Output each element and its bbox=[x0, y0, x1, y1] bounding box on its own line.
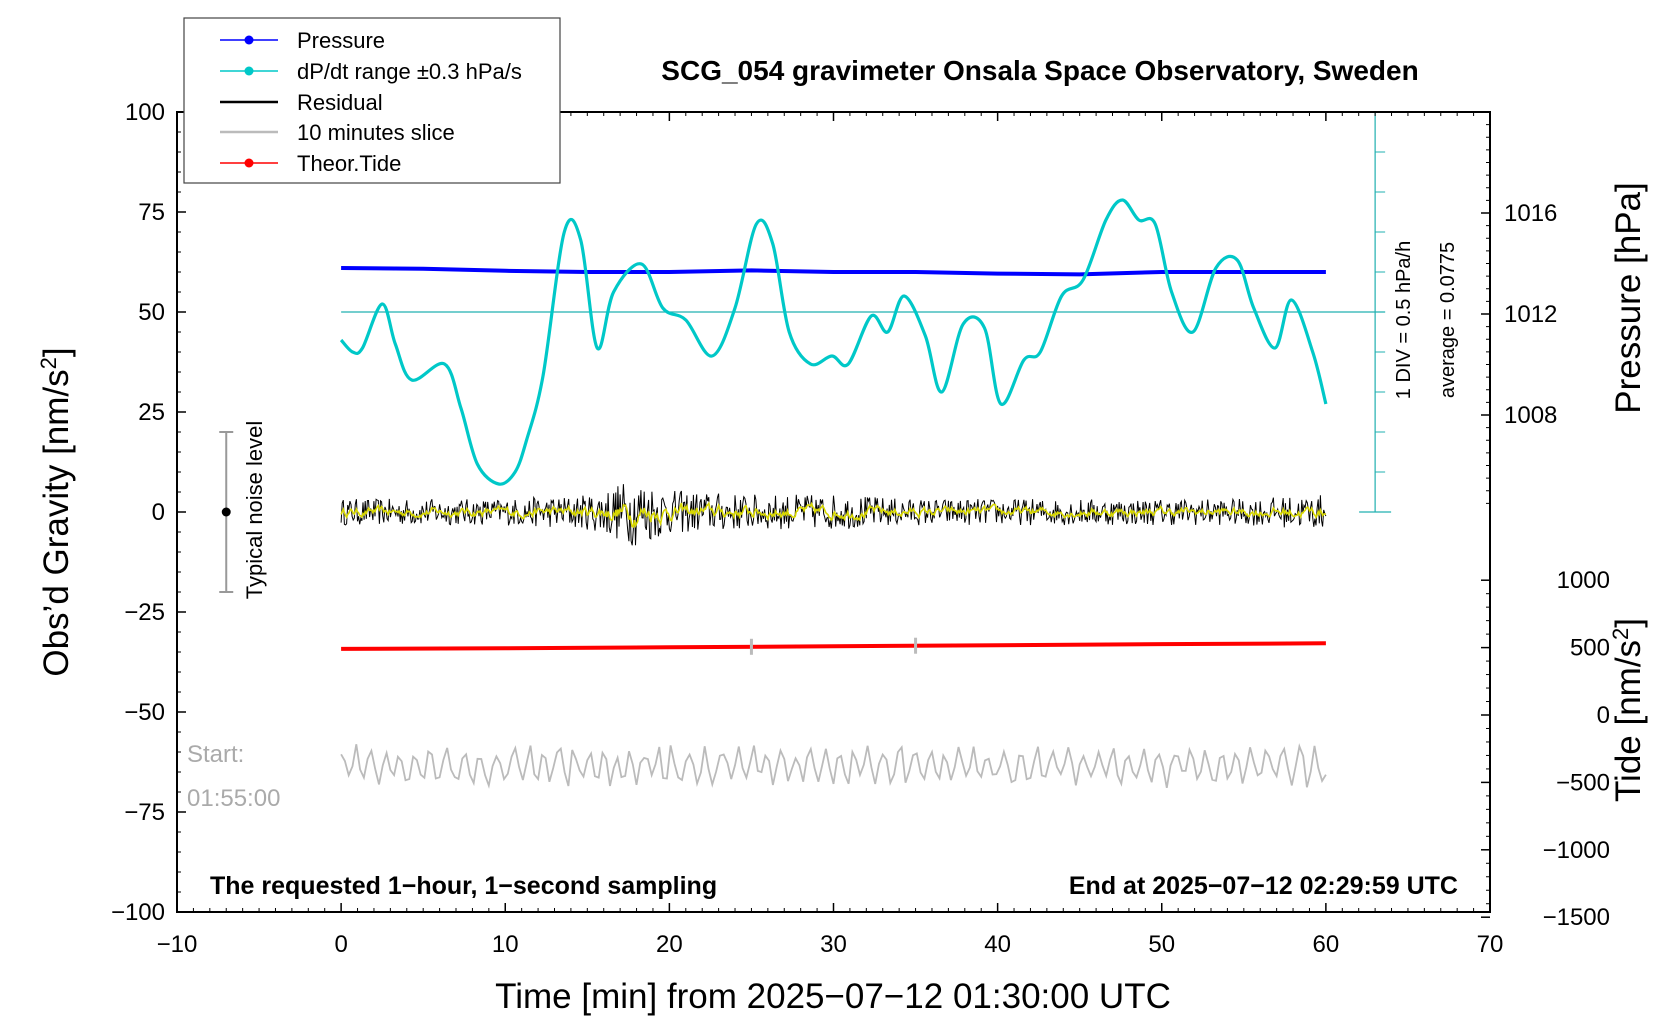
start-time: 01:55:00 bbox=[187, 785, 280, 812]
legend-label-dpdt: dP/dt range ±0.3 hPa/s bbox=[297, 59, 522, 84]
y-axis-label-pressure: Pressure [hPa] bbox=[1609, 182, 1648, 414]
legend-item-tide: Theor.Tide bbox=[220, 151, 401, 176]
y-tick-label-gravity: 0 bbox=[152, 499, 165, 526]
y-tick-label-gravity: −100 bbox=[111, 899, 165, 926]
y-tick-label-gravity: 75 bbox=[138, 199, 165, 226]
y-tick-label-gravity: 25 bbox=[138, 399, 165, 426]
y-axis-label-gravity: Obs’d Gravity [nm/s2] bbox=[36, 347, 77, 676]
y-tick-label-pressure: 1008 bbox=[1504, 402, 1557, 429]
y-axis-label-tide-text: Tide [nm/s bbox=[1609, 640, 1648, 802]
start-label: Start: bbox=[187, 741, 244, 768]
y-axis-label-tide-end: ] bbox=[1609, 618, 1648, 628]
x-tick-label: 40 bbox=[984, 931, 1011, 958]
legend-item-dpdt: dP/dt range ±0.3 hPa/s bbox=[220, 59, 522, 84]
x-tick-label: 70 bbox=[1477, 931, 1504, 958]
noise-bar-center bbox=[221, 507, 231, 517]
y-tick-label-tide: 1000 bbox=[1557, 567, 1610, 594]
x-tick-label: 0 bbox=[334, 931, 347, 958]
y-tick-label-pressure: 1016 bbox=[1504, 200, 1557, 227]
x-tick-label: 10 bbox=[492, 931, 519, 958]
y-tick-label-gravity: −75 bbox=[124, 799, 165, 826]
slice-line bbox=[340, 743, 1327, 789]
y-tick-label-tide: −1500 bbox=[1543, 904, 1610, 931]
y-tick-label-gravity: 100 bbox=[125, 99, 165, 126]
slice-series bbox=[340, 743, 1327, 789]
y-axis-label-gravity-sup: 2 bbox=[36, 357, 61, 369]
legend-box bbox=[183, 17, 561, 184]
sampling-note: The requested 1−hour, 1−second sampling bbox=[210, 872, 717, 900]
pressure-series bbox=[341, 266, 1326, 277]
y-tick-label-tide: 0 bbox=[1597, 702, 1610, 729]
end-time-note: End at 2025−07−12 02:29:59 UTC bbox=[1069, 872, 1458, 900]
x-tick-label: 50 bbox=[1148, 931, 1175, 958]
tide-series bbox=[341, 637, 1326, 655]
y-axis-label-gravity-end: ] bbox=[37, 347, 76, 357]
legend: Pressure dP/dt range ±0.3 hPa/s Residual… bbox=[183, 17, 561, 184]
dpdt-average-label: average = 0.0775 bbox=[1437, 242, 1459, 398]
residual-line bbox=[340, 484, 1327, 546]
residual-filtered-line bbox=[340, 501, 1327, 529]
y-axis-label-gravity-text: Obs’d Gravity [nm/s bbox=[37, 369, 76, 676]
y-tick-label-gravity: 50 bbox=[138, 299, 165, 326]
y-tick-label-gravity: −25 bbox=[124, 599, 165, 626]
y-tick-label-tide: 500 bbox=[1570, 635, 1610, 662]
legend-item-slice: 10 minutes slice bbox=[220, 120, 455, 145]
x-tick-label: −10 bbox=[157, 931, 198, 958]
x-tick-label: 20 bbox=[656, 931, 683, 958]
x-tick-label: 60 bbox=[1313, 931, 1340, 958]
legend-marker-dpdt bbox=[244, 66, 254, 76]
legend-label-tide: Theor.Tide bbox=[297, 151, 401, 176]
dpdt-series bbox=[339, 198, 1328, 486]
legend-label-slice: 10 minutes slice bbox=[297, 120, 455, 145]
x-axis-label: Time [min] from 2025−07−12 01:30:00 UTC bbox=[495, 977, 1171, 1016]
legend-label-residual: Residual bbox=[297, 90, 383, 115]
legend-marker-tide bbox=[244, 158, 254, 168]
y-axis-label-tide: Tide [nm/s2] bbox=[1608, 618, 1649, 802]
dpdt-div-label: 1 DIV = 0.5 hPa/h bbox=[1393, 241, 1415, 399]
x-tick-label: 30 bbox=[820, 931, 847, 958]
noise-level-label: Typical noise level bbox=[242, 421, 267, 600]
y-axis-label-tide-sup: 2 bbox=[1608, 628, 1633, 640]
y-tick-label-tide: −1000 bbox=[1543, 837, 1610, 864]
pressure-line bbox=[341, 266, 1326, 277]
dpdt-axis bbox=[341, 111, 1392, 513]
legend-item-pressure: Pressure bbox=[220, 28, 385, 53]
axis-ticks: −10 0 10 20 30 40 50 60 701007550250−25−50−75−10… bbox=[111, 99, 1610, 958]
legend-label-pressure: Pressure bbox=[297, 28, 385, 53]
y-tick-label-gravity: −50 bbox=[124, 699, 165, 726]
chart-title: SCG_054 gravimeter Onsala Space Observat… bbox=[661, 55, 1418, 86]
legend-marker-pressure bbox=[244, 35, 254, 45]
y-tick-label-tide: −500 bbox=[1556, 769, 1610, 796]
noise-bar bbox=[219, 431, 234, 593]
tide-line bbox=[341, 641, 1326, 651]
residual-series bbox=[340, 484, 1327, 546]
y-tick-label-pressure: 1012 bbox=[1504, 301, 1557, 328]
legend-item-residual: Residual bbox=[220, 90, 383, 115]
dpdt-line bbox=[339, 198, 1328, 486]
